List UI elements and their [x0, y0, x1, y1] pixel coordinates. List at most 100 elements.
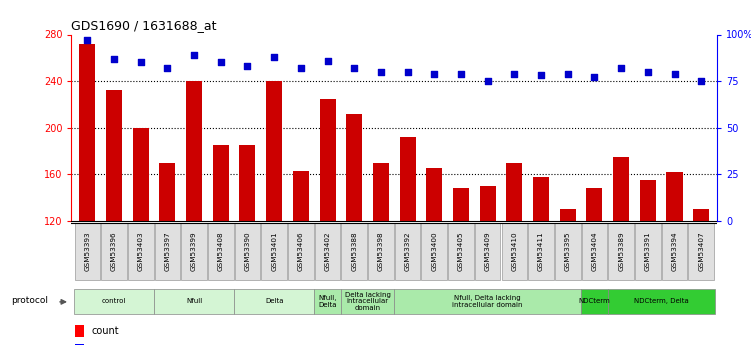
Point: [481, 78, 493, 84]
Text: GDS1690 / 1631688_at: GDS1690 / 1631688_at: [71, 19, 217, 32]
Text: GSM53405: GSM53405: [458, 231, 464, 271]
Text: control: control: [102, 298, 126, 304]
Bar: [186, 81, 202, 345]
Text: GSM53401: GSM53401: [271, 231, 277, 271]
Point: [615, 65, 627, 71]
Bar: [75, 344, 84, 345]
Point: [428, 71, 440, 76]
Point: [81, 37, 93, 43]
Text: protocol: protocol: [11, 296, 48, 305]
Bar: [159, 162, 176, 345]
Text: GSM53392: GSM53392: [405, 231, 411, 271]
FancyBboxPatch shape: [395, 223, 421, 280]
Point: [188, 52, 200, 58]
FancyBboxPatch shape: [555, 223, 581, 280]
Text: GSM53404: GSM53404: [592, 231, 598, 271]
FancyBboxPatch shape: [342, 223, 367, 280]
FancyBboxPatch shape: [448, 223, 474, 280]
FancyBboxPatch shape: [341, 289, 394, 314]
FancyBboxPatch shape: [154, 289, 234, 314]
Bar: [480, 186, 496, 345]
Text: GSM53390: GSM53390: [245, 231, 251, 271]
Text: GSM53396: GSM53396: [111, 231, 117, 271]
FancyBboxPatch shape: [475, 223, 500, 280]
Text: GSM53399: GSM53399: [191, 231, 197, 271]
Bar: [533, 177, 549, 345]
Bar: [213, 145, 229, 345]
Bar: [640, 180, 656, 345]
Bar: [346, 114, 362, 345]
FancyBboxPatch shape: [101, 223, 127, 280]
FancyBboxPatch shape: [581, 223, 608, 280]
Point: [161, 65, 173, 71]
FancyBboxPatch shape: [208, 223, 234, 280]
Bar: [133, 128, 149, 345]
Text: GSM53403: GSM53403: [137, 231, 143, 271]
Bar: [453, 188, 469, 345]
Bar: [240, 145, 255, 345]
FancyBboxPatch shape: [689, 223, 714, 280]
Text: GSM53393: GSM53393: [84, 231, 90, 271]
Text: NDCterm, Delta: NDCterm, Delta: [634, 298, 689, 304]
Text: Delta: Delta: [265, 298, 283, 304]
Bar: [559, 209, 576, 345]
Text: GSM53407: GSM53407: [698, 231, 704, 271]
Text: GSM53394: GSM53394: [671, 231, 677, 271]
Text: GSM53397: GSM53397: [164, 231, 170, 271]
Bar: [106, 90, 122, 345]
Text: GSM53410: GSM53410: [511, 231, 517, 271]
FancyBboxPatch shape: [74, 223, 100, 280]
Text: GSM53411: GSM53411: [538, 231, 544, 271]
Text: GSM53388: GSM53388: [351, 231, 357, 271]
Text: GSM53395: GSM53395: [565, 231, 571, 271]
Bar: [80, 44, 95, 345]
Point: [268, 54, 280, 60]
Point: [215, 60, 227, 65]
Bar: [266, 81, 282, 345]
FancyBboxPatch shape: [155, 223, 180, 280]
Point: [508, 71, 520, 76]
Bar: [587, 188, 602, 345]
Bar: [75, 325, 84, 336]
Text: GSM53398: GSM53398: [378, 231, 384, 271]
FancyBboxPatch shape: [662, 223, 687, 280]
Point: [562, 71, 574, 76]
Bar: [693, 209, 709, 345]
Point: [455, 71, 467, 76]
FancyBboxPatch shape: [234, 289, 314, 314]
FancyBboxPatch shape: [528, 223, 554, 280]
Text: Nfull, Delta lacking
intracellular domain: Nfull, Delta lacking intracellular domai…: [452, 295, 523, 308]
Bar: [506, 162, 523, 345]
FancyBboxPatch shape: [288, 223, 314, 280]
FancyBboxPatch shape: [315, 223, 340, 280]
Bar: [293, 171, 309, 345]
FancyBboxPatch shape: [128, 223, 153, 280]
Point: [402, 69, 414, 75]
FancyBboxPatch shape: [181, 223, 207, 280]
Point: [642, 69, 654, 75]
Bar: [666, 172, 683, 345]
FancyBboxPatch shape: [608, 223, 634, 280]
Bar: [613, 157, 629, 345]
Text: GSM53406: GSM53406: [298, 231, 304, 271]
FancyBboxPatch shape: [234, 223, 261, 280]
FancyBboxPatch shape: [608, 289, 714, 314]
Text: count: count: [92, 326, 119, 336]
Text: GSM53400: GSM53400: [431, 231, 437, 271]
Text: GSM53409: GSM53409: [484, 231, 490, 271]
FancyBboxPatch shape: [581, 289, 608, 314]
FancyBboxPatch shape: [314, 289, 341, 314]
FancyBboxPatch shape: [421, 223, 447, 280]
Text: Nfull,
Delta: Nfull, Delta: [318, 295, 336, 308]
FancyBboxPatch shape: [394, 289, 581, 314]
FancyBboxPatch shape: [502, 223, 527, 280]
FancyBboxPatch shape: [261, 223, 287, 280]
FancyBboxPatch shape: [368, 223, 394, 280]
Text: GSM53402: GSM53402: [324, 231, 330, 271]
Text: Nfull: Nfull: [186, 298, 202, 304]
Point: [668, 71, 680, 76]
Point: [535, 73, 547, 78]
FancyBboxPatch shape: [635, 223, 661, 280]
Point: [321, 58, 333, 63]
Point: [242, 63, 254, 69]
